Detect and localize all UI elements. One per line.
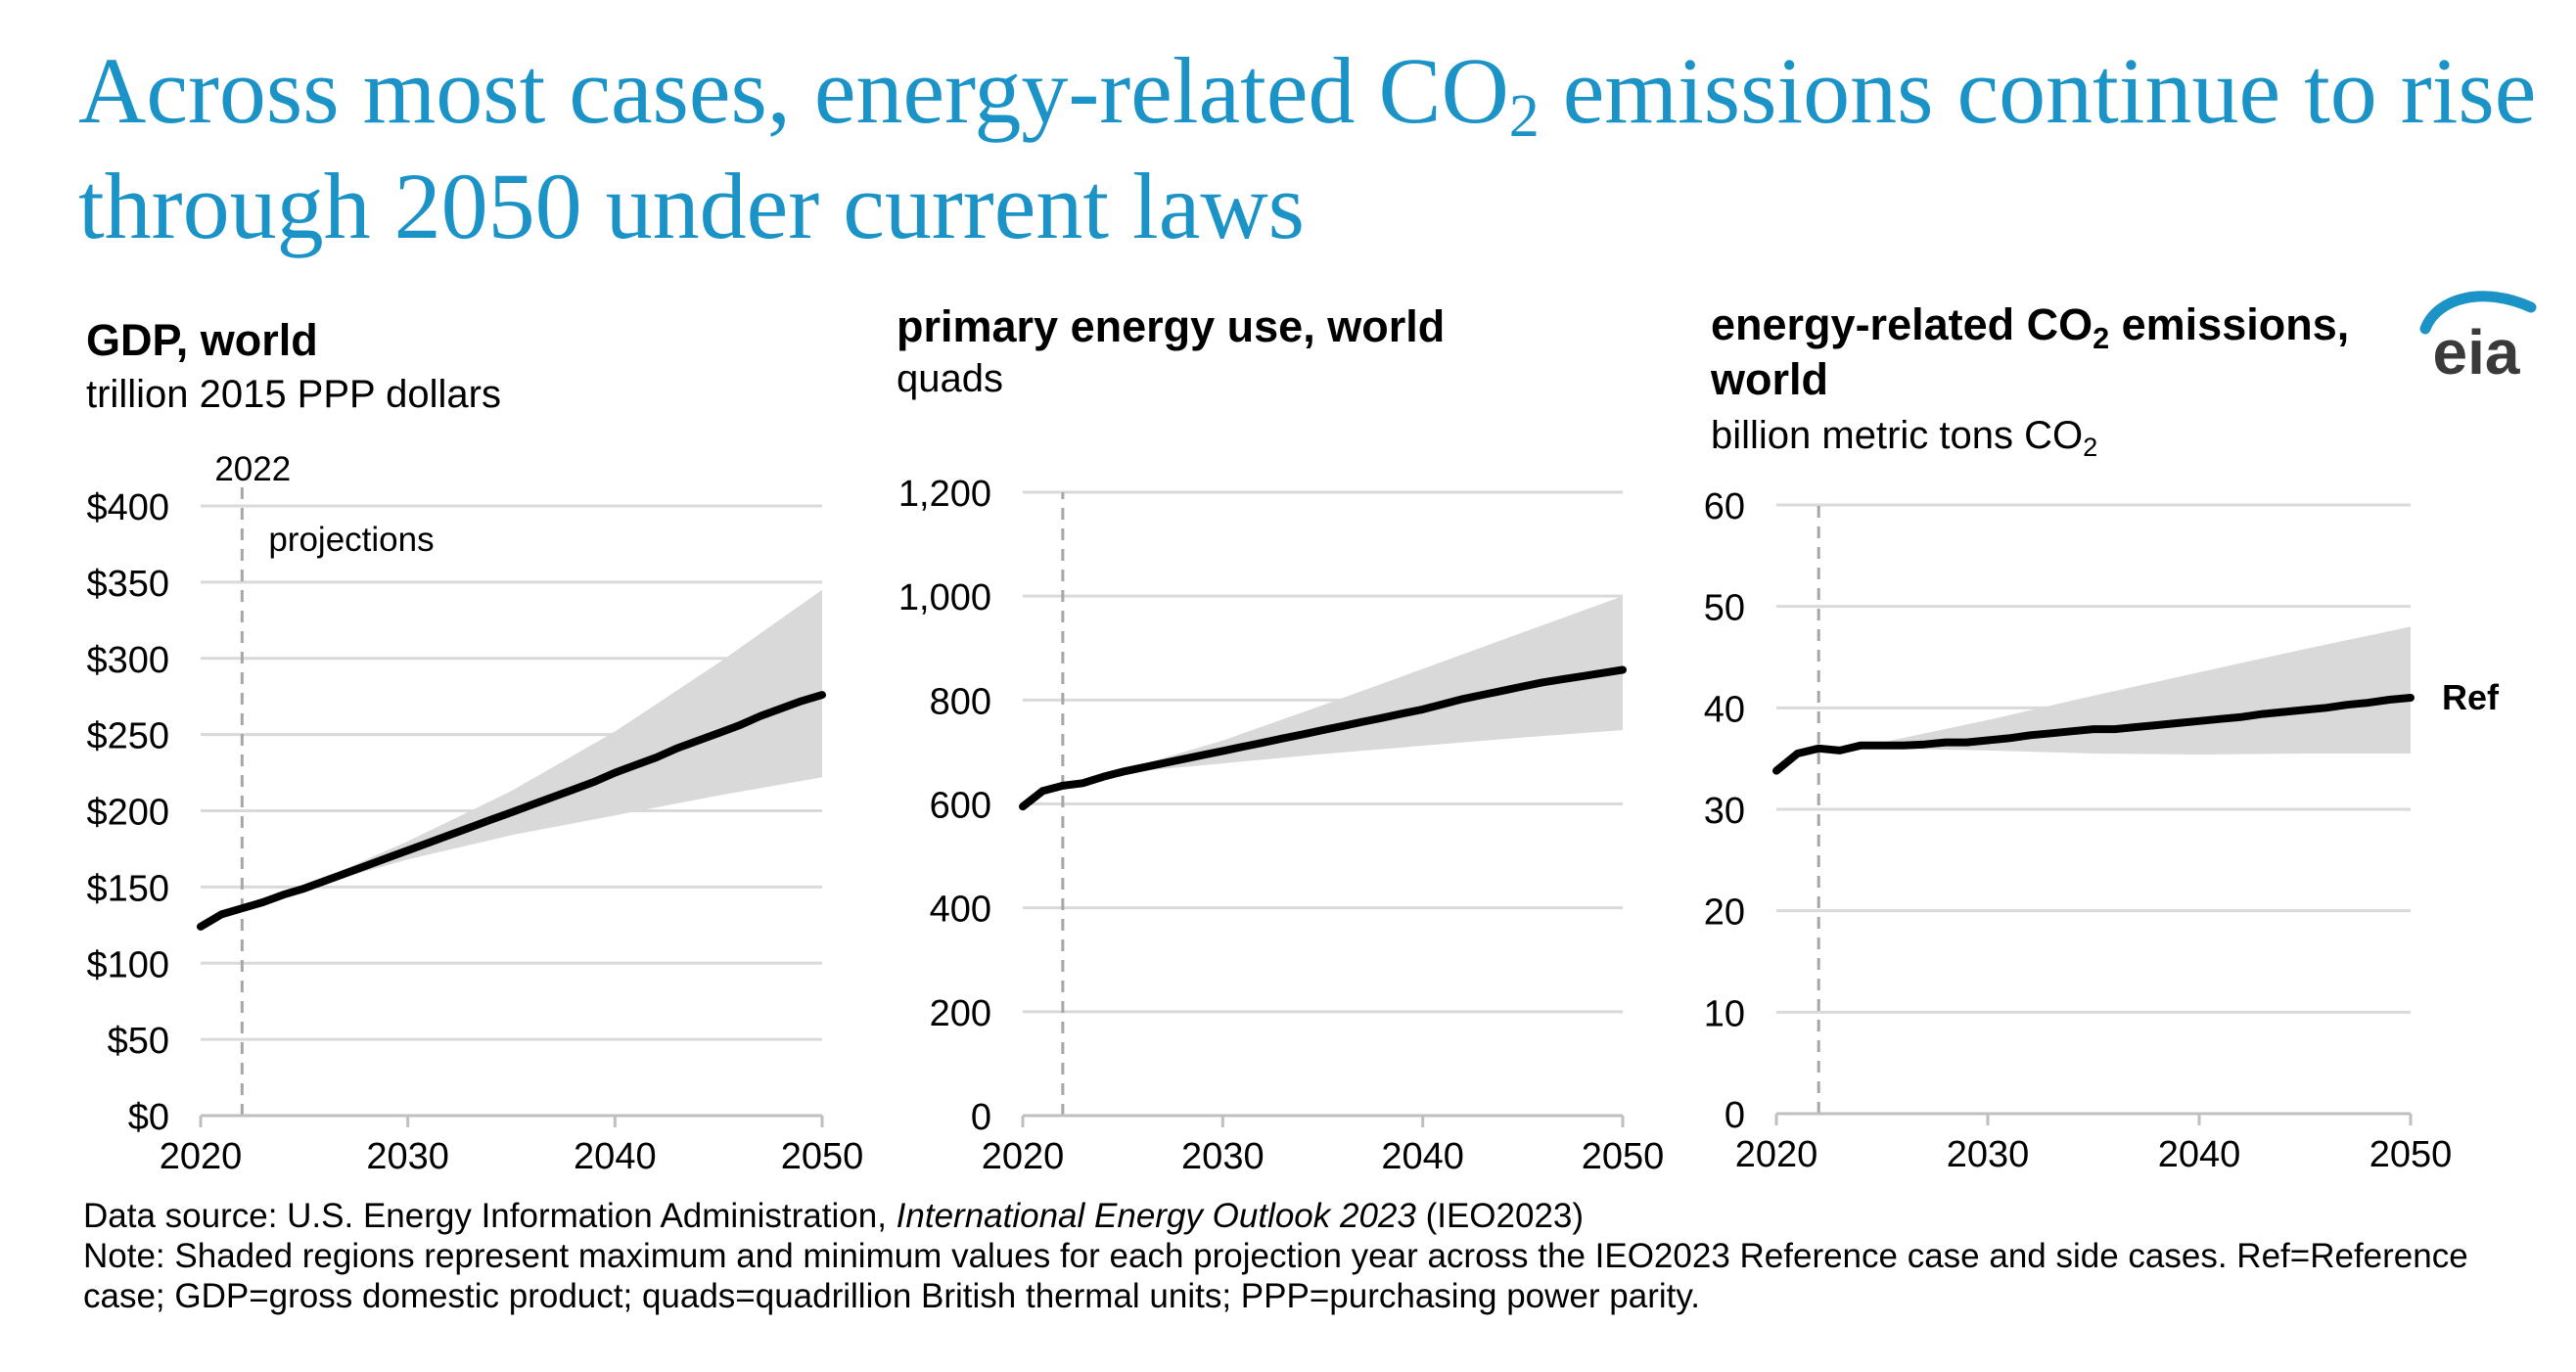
energy-xtick-label: 2040 <box>1381 1136 1464 1177</box>
gdp-chart-title: GDP, world <box>86 315 318 365</box>
gdp-ytick-label: $350 <box>86 564 169 605</box>
gdp-range-band <box>201 589 822 927</box>
co2-series-label: Ref <box>2442 677 2500 717</box>
co2-ytick-label: 50 <box>1704 588 1745 629</box>
co2-range-band <box>1776 626 2411 771</box>
eia-logo: eia <box>2419 291 2537 380</box>
gdp-marker-note: projections <box>268 521 434 559</box>
gdp-ytick-label: $250 <box>86 716 169 757</box>
data-source-title: International Energy Outlook 2023 <box>896 1197 1416 1235</box>
gdp-ytick-label: $0 <box>128 1097 169 1138</box>
energy-chart: 0 200 400 600 800 1,000 1,200 2020 2030 2040 2050 <box>898 474 1665 1177</box>
co2-chart-title: energy-related CO2 emissions, <box>1711 297 2350 356</box>
gdp-xtick-label: 2050 <box>781 1136 864 1177</box>
co2-xtick-label: 2030 <box>1947 1134 2030 1175</box>
co2-ytick-label: 0 <box>1725 1095 1745 1136</box>
co2-reference-line <box>1772 694 2415 775</box>
headline-subscript: 2 <box>1508 83 1540 150</box>
gdp-xtick-label: 2040 <box>574 1136 657 1177</box>
headline: Across most cases, energy-related CO2 em… <box>78 33 2545 264</box>
data-source: Data source: U.S. Energy Information Adm… <box>83 1196 2559 1236</box>
gdp-ytick-label: $150 <box>86 868 169 909</box>
gdp-xtick-label: 2020 <box>160 1136 243 1177</box>
gdp-xtick-label: 2030 <box>366 1136 449 1177</box>
co2-chart-title-line2: world <box>1711 354 1828 404</box>
co2-subtitle-text: billion metric tons CO <box>1711 414 2084 457</box>
gdp-marker-label: 2022 <box>214 450 291 488</box>
gdp-panel: GDP, world trillion 2015 PPP dollars $0 $… <box>0 0 864 1233</box>
energy-xtick-label: 2030 <box>1181 1136 1265 1177</box>
energy-ytick-label: 1,000 <box>898 577 991 618</box>
eia-logo-text: eia <box>2433 317 2520 380</box>
footnote: Note: Shaded regions represent maximum a… <box>83 1237 2468 1315</box>
headline-part1: Across most cases, energy-related CO <box>78 38 1509 143</box>
footer: Data source: U.S. Energy Information Adm… <box>83 1196 2559 1316</box>
gdp-chart: $0 $50 $100 $150 $200 $250 $300 $350 $400 2022 pro… <box>86 450 864 1177</box>
co2-subtitle-subscript: 2 <box>2083 432 2098 463</box>
eia-logo-arc <box>2419 291 2537 335</box>
gdp-ytick-label: $300 <box>86 640 169 681</box>
data-source-suffix: (IEO2023) <box>1415 1197 1585 1235</box>
data-source-prefix: Data source: U.S. Energy Information Adm… <box>83 1197 897 1235</box>
energy-chart-subtitle: quads <box>897 357 1003 400</box>
gdp-reference-line <box>197 691 826 931</box>
co2-title-text: energy-related CO <box>1711 299 2093 349</box>
co2-panel: energy-related CO2 emissions, world bill… <box>1683 0 2576 1233</box>
co2-xtick-label: 2050 <box>2369 1134 2453 1175</box>
gdp-ytick-label: $200 <box>86 793 169 834</box>
gdp-ytick-label: $400 <box>86 487 169 528</box>
co2-chart-subtitle: billion metric tons CO2 <box>1711 411 2097 460</box>
co2-title-subscript: 2 <box>2093 322 2110 356</box>
co2-ytick-label: 30 <box>1704 791 1745 832</box>
gdp-chart-subtitle: trillion 2015 PPP dollars <box>86 373 501 416</box>
energy-panel: primary energy use, world quads 0 200 400 6… <box>861 0 1683 1233</box>
energy-xtick-label: 2020 <box>982 1136 1065 1177</box>
energy-ytick-label: 0 <box>971 1097 991 1138</box>
co2-ytick-label: 20 <box>1704 892 1745 934</box>
gdp-ytick-label: $50 <box>108 1021 169 1062</box>
energy-ytick-label: 800 <box>930 681 991 722</box>
energy-xtick-label: 2050 <box>1582 1136 1665 1177</box>
energy-reference-line <box>1019 665 1627 811</box>
co2-ytick-label: 60 <box>1704 486 1745 527</box>
co2-ytick-label: 10 <box>1704 993 1745 1034</box>
headline-part2: emissions continue to rise through 2050 … <box>78 38 2537 258</box>
energy-range-band <box>1023 596 1623 807</box>
energy-ytick-label: 600 <box>930 786 991 827</box>
gdp-ytick-label: $100 <box>86 944 169 985</box>
co2-xtick-label: 2020 <box>1735 1134 1818 1175</box>
co2-ytick-label: 40 <box>1704 689 1745 730</box>
energy-ytick-label: 200 <box>930 993 991 1034</box>
co2-xtick-label: 2040 <box>2158 1134 2241 1175</box>
co2-title-tail: emissions, <box>2109 299 2350 349</box>
energy-chart-title: primary energy use, world <box>897 301 1446 351</box>
energy-ytick-label: 1,200 <box>898 474 991 515</box>
energy-ytick-label: 400 <box>930 890 991 931</box>
